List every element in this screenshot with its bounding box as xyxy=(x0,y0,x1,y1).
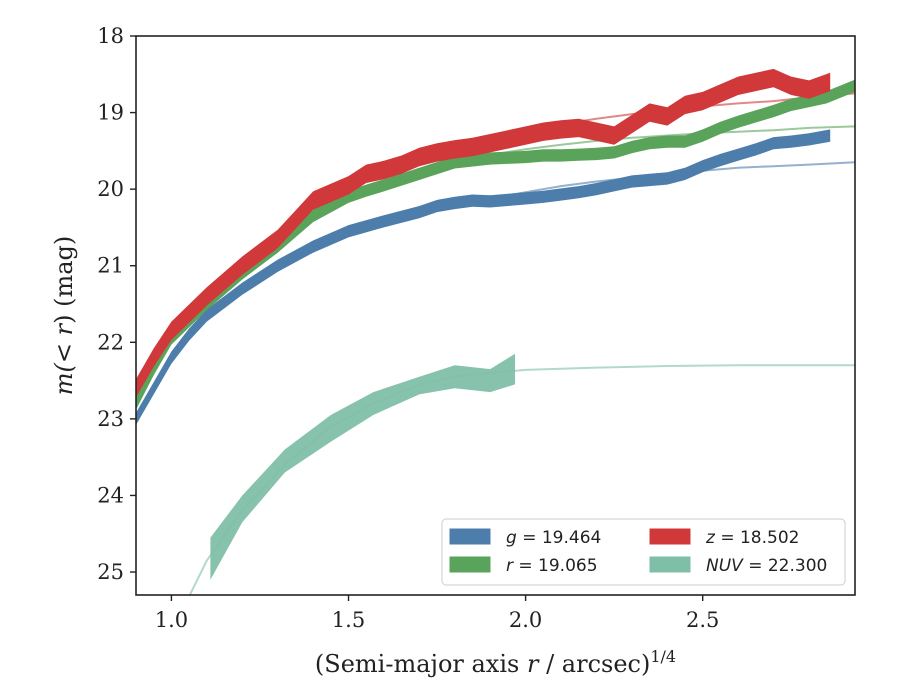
x-axis-title: (Semi-major axis r / arcsec)1/4 xyxy=(315,647,676,678)
x-tick-label: 2.5 xyxy=(686,608,719,632)
x-tick-label: 1.0 xyxy=(155,608,188,632)
y-tick-label: 22 xyxy=(97,330,124,354)
y-tick-label: 18 xyxy=(97,24,124,48)
band-nuv xyxy=(210,353,515,580)
legend-swatch-g xyxy=(449,528,491,545)
x-axis-ticks: 1.0 1.5 2.0 2.5 xyxy=(155,595,719,632)
legend-label-r: r = 19.065 xyxy=(506,556,598,576)
legend-item-z: z = 18.502 xyxy=(649,528,799,548)
x-tick-label: 1.5 xyxy=(332,608,365,632)
band-r xyxy=(136,79,855,410)
y-axis-title: m(< r) (mag) xyxy=(50,236,78,396)
legend-label-nuv: NUV = 22.300 xyxy=(706,556,827,576)
legend-label-g: g = 19.464 xyxy=(506,528,601,548)
y-tick-label: 24 xyxy=(97,483,124,507)
y-tick-label: 25 xyxy=(97,560,124,584)
legend-swatch-nuv xyxy=(649,556,691,573)
band-z xyxy=(136,68,831,398)
legend-label-z: z = 18.502 xyxy=(705,528,799,548)
legend-item-r: r = 19.065 xyxy=(449,556,598,576)
data-bands xyxy=(136,68,855,580)
legend-swatch-z xyxy=(649,528,691,545)
y-tick-label: 21 xyxy=(97,254,124,278)
legend-swatch-r xyxy=(449,556,491,573)
y-axis-ticks: 18 19 20 21 22 23 24 25 xyxy=(97,24,136,584)
plot-frame xyxy=(135,35,856,596)
y-tick-label: 19 xyxy=(97,101,124,125)
legend-item-nuv: NUV = 22.300 xyxy=(649,556,827,576)
x-tick-label: 2.0 xyxy=(509,608,542,632)
y-tick-label: 20 xyxy=(97,177,124,201)
legend-box xyxy=(441,518,846,586)
legend: g = 19.464 z = 18.502 r = 19.065 NUV = 22.3… xyxy=(441,518,846,586)
y-tick-label: 23 xyxy=(97,407,124,431)
legend-item-g: g = 19.464 xyxy=(449,528,601,548)
